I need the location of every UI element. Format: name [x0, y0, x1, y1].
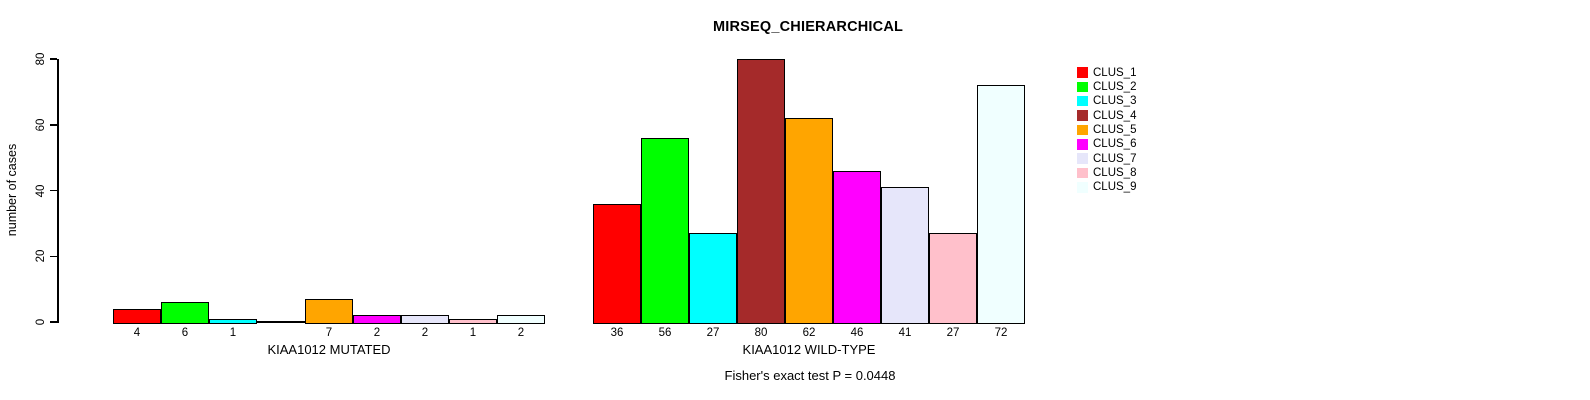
- bar-clus_6: [833, 170, 881, 324]
- y-tick-label: 80: [35, 52, 47, 66]
- bar-clus_6: [353, 315, 401, 324]
- y-tick-label: 60: [35, 118, 47, 132]
- bar-clus_3: [689, 233, 737, 324]
- bar-clus_3: [209, 318, 257, 324]
- bar-clus_5: [305, 298, 353, 324]
- y-tick-mark: [50, 58, 57, 60]
- bar-value-label: 27: [706, 327, 720, 339]
- bar-value-label: 80: [754, 327, 768, 339]
- legend-swatch-clus_8: [1077, 167, 1088, 179]
- y-axis-title: number of cases: [5, 143, 19, 237]
- bar-clus_7: [401, 315, 449, 324]
- y-tick-mark: [50, 124, 57, 126]
- bar-clus_1: [593, 203, 641, 324]
- legend-label-clus_1: CLUS_1: [1093, 66, 1137, 79]
- y-tick-label: 40: [35, 184, 47, 197]
- chart-title: MIRSEQ_CHIERARCHICAL: [712, 19, 904, 35]
- bar-value-label: 1: [469, 327, 477, 339]
- bar-clus_8: [929, 233, 977, 324]
- legend-label-clus_9: CLUS_9: [1093, 181, 1137, 194]
- legend-label-clus_5: CLUS_5: [1093, 123, 1137, 136]
- y-tick-mark: [50, 255, 57, 257]
- bar-value-label: 1: [229, 327, 237, 339]
- legend-swatch-clus_2: [1077, 81, 1088, 93]
- x-axis-label-mutated: KIAA1012 MUTATED: [267, 342, 391, 357]
- bar-clus_2: [161, 302, 209, 324]
- legend-swatch-clus_3: [1077, 95, 1088, 107]
- legend-label-clus_7: CLUS_7: [1093, 152, 1137, 165]
- bar-value-label: 56: [658, 327, 672, 339]
- y-tick-mark: [50, 189, 57, 192]
- bar-value-label: 2: [517, 327, 525, 339]
- y-tick-mark: [50, 321, 57, 323]
- bar-clus_9: [977, 85, 1025, 324]
- legend-label-clus_6: CLUS_6: [1093, 138, 1137, 151]
- bar-value-label: 2: [421, 327, 429, 339]
- bar-value-label: 4: [133, 327, 141, 339]
- bar-value-label: 6: [181, 327, 189, 339]
- bar-clus_8: [449, 318, 497, 324]
- fisher-test-annotation: Fisher's exact test P = 0.0448: [724, 368, 896, 383]
- bar-clus_7: [881, 187, 929, 324]
- bar-value-label: 27: [946, 327, 960, 339]
- bar-value-label: 2: [373, 327, 381, 339]
- legend-swatch-clus_9: [1077, 182, 1088, 193]
- legend-label-clus_2: CLUS_2: [1093, 80, 1137, 93]
- legend-label-clus_8: CLUS_8: [1093, 166, 1137, 179]
- legend-swatch-clus_4: [1077, 110, 1088, 121]
- bar-clus_4: [257, 321, 305, 323]
- legend-swatch-clus_7: [1077, 153, 1088, 164]
- bar-clus_4: [737, 59, 785, 324]
- bar-clus_5: [785, 118, 833, 324]
- y-tick-label: 20: [35, 249, 47, 263]
- legend-label-clus_4: CLUS_4: [1093, 109, 1137, 122]
- legend-swatch-clus_5: [1077, 124, 1088, 136]
- bar-value-label: 36: [610, 327, 624, 339]
- bar-clus_9: [497, 315, 545, 324]
- bar-value-label: 62: [802, 327, 816, 339]
- y-axis-line: [57, 59, 59, 323]
- legend-label-clus_3: CLUS_3: [1093, 95, 1137, 108]
- bar-value-label: 72: [994, 327, 1008, 339]
- bar-clus_1: [113, 308, 161, 324]
- bar-value-label: 7: [325, 327, 333, 339]
- x-axis-label-wildtype: KIAA1012 WILD-TYPE: [742, 342, 876, 357]
- y-tick-label: 0: [35, 318, 47, 326]
- bar-clus_2: [641, 137, 689, 324]
- bar-value-label: 41: [898, 327, 912, 339]
- bar-value-label: 46: [850, 327, 864, 339]
- legend-swatch-clus_6: [1077, 139, 1088, 150]
- legend-swatch-clus_1: [1077, 67, 1088, 78]
